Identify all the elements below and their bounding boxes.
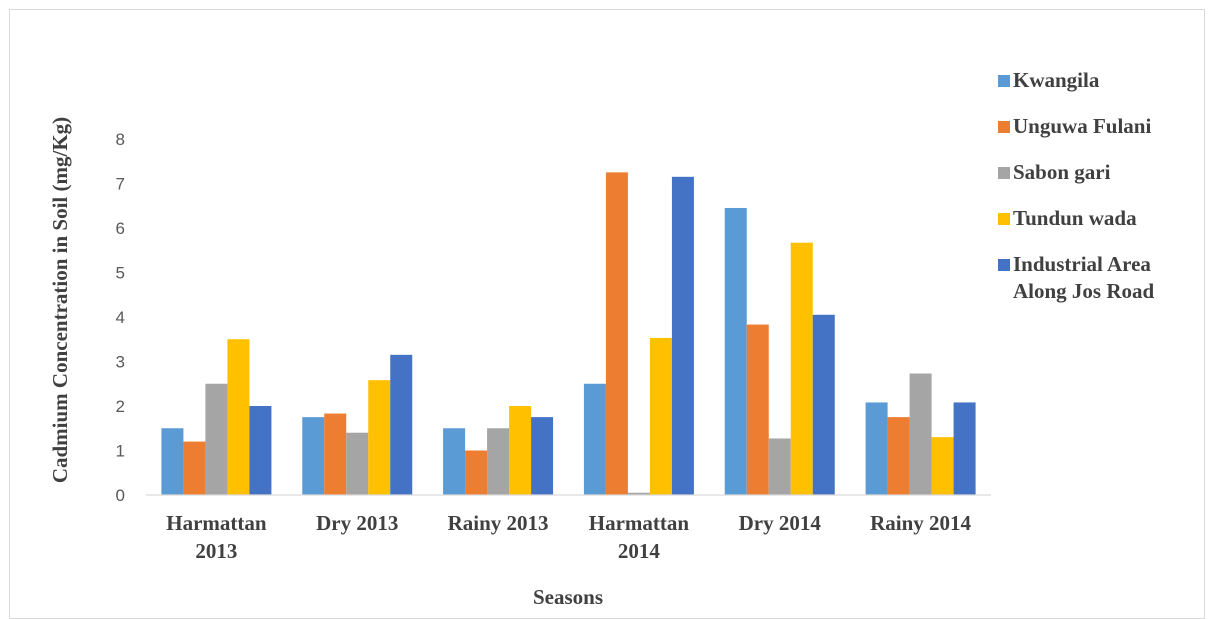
legend-label: Industrial Area Along Jos Road	[1013, 252, 1155, 303]
bar	[390, 354, 413, 495]
y-axis-title: Cadmium Concentration in Soil (mg/Kg)	[48, 117, 72, 483]
bar	[724, 207, 747, 495]
bar	[368, 380, 391, 495]
bar	[161, 428, 184, 495]
bar	[909, 373, 932, 495]
y-tick-label: 7	[116, 175, 125, 194]
bar	[746, 324, 769, 495]
legend-label: Unguwa Fulani	[1013, 114, 1151, 138]
x-axis-title: Seasons	[533, 585, 603, 609]
bar	[346, 432, 369, 495]
y-tick-label: 6	[116, 219, 125, 238]
bar	[671, 176, 694, 495]
y-tick-label: 3	[116, 353, 125, 372]
legend-label: Kwangila	[1013, 68, 1100, 92]
bar	[583, 383, 606, 495]
bar	[649, 337, 672, 495]
x-category-label: Dry 2014	[739, 511, 822, 535]
bar	[183, 441, 206, 495]
y-tick-label: 8	[116, 130, 125, 149]
legend-swatch	[998, 167, 1010, 179]
y-tick-label: 0	[116, 486, 125, 505]
legend-swatch	[998, 213, 1010, 225]
bar	[768, 438, 791, 495]
x-category-label: Rainy 2014	[870, 511, 971, 535]
bar	[443, 428, 466, 495]
bar	[465, 450, 488, 495]
legend-swatch	[998, 259, 1010, 271]
legend-label: Tundun wada	[1013, 206, 1137, 230]
bar	[227, 339, 250, 495]
legend: Kwangila Unguwa Fulani Sabon gari Tundun wa…	[998, 68, 1155, 303]
y-tick-label: 2	[116, 397, 125, 416]
bar	[812, 314, 835, 495]
bar	[931, 437, 954, 495]
bar	[205, 383, 228, 495]
x-category-label: Rainy 2013	[448, 511, 549, 535]
legend-label: Sabon gari	[1013, 160, 1111, 184]
bar	[249, 406, 272, 495]
bar	[487, 428, 510, 495]
bar	[627, 492, 650, 495]
x-category-label: Dry 2013	[316, 511, 398, 535]
y-tick-label: 5	[116, 264, 125, 283]
bar	[605, 172, 628, 495]
y-axis-ticks: 0 1 2 3 4 5 6 7 8	[116, 130, 125, 505]
legend-swatch	[998, 121, 1010, 133]
bar	[953, 402, 976, 495]
x-category-label: Harmattan 2013	[166, 511, 267, 563]
bars	[161, 172, 976, 495]
bar	[302, 417, 325, 495]
x-category-label: Harmattan 2014	[589, 511, 690, 563]
bar	[531, 417, 554, 495]
bar	[324, 413, 347, 495]
y-tick-label: 1	[116, 442, 125, 461]
bar	[509, 406, 532, 495]
legend-swatch	[998, 75, 1010, 87]
bar	[887, 417, 910, 495]
bar	[790, 242, 813, 495]
x-axis-categories: Harmattan 2013 Dry 2013 Rainy 2013 Harmattan…	[166, 511, 971, 563]
y-tick-label: 4	[116, 308, 125, 327]
bar	[865, 402, 888, 495]
